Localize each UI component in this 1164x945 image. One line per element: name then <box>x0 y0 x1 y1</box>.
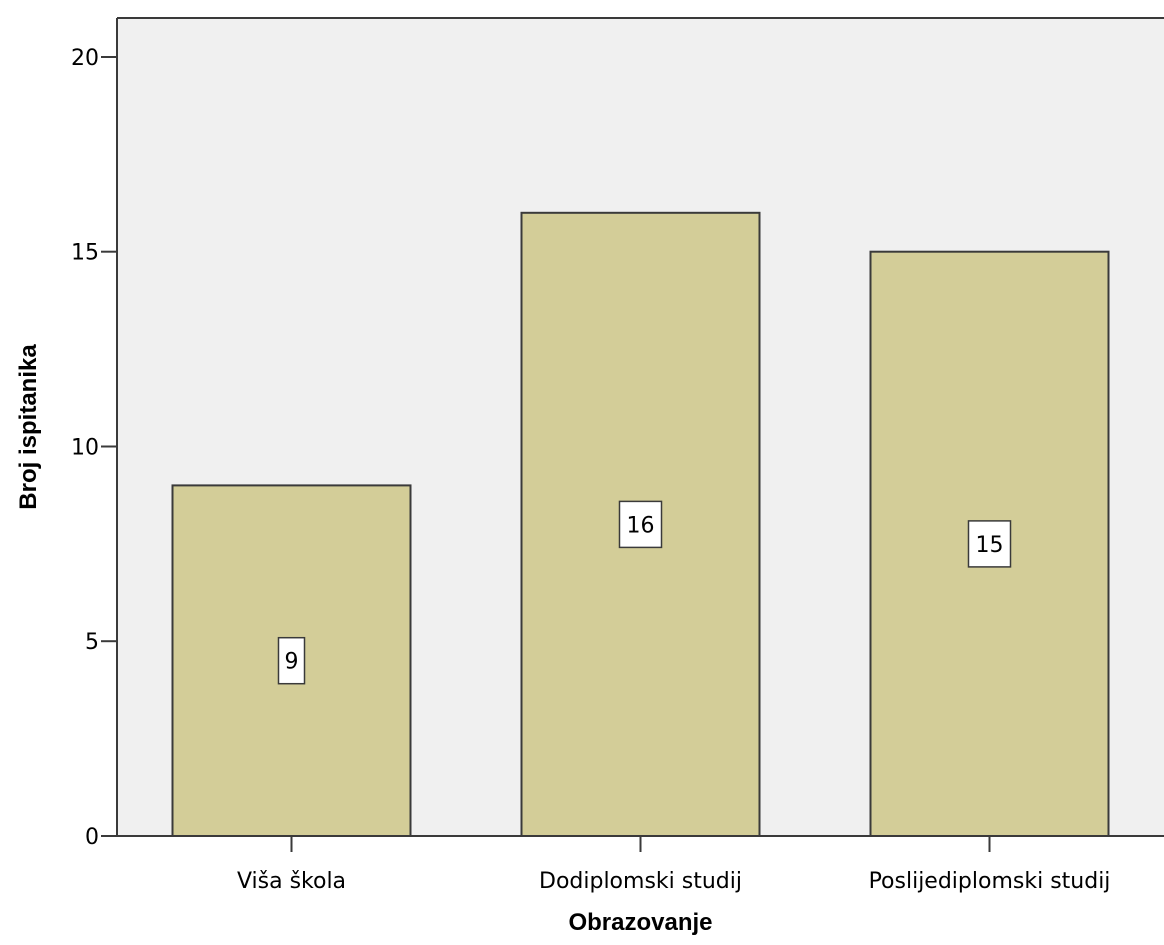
x-tick-label: Dodiplomski studij <box>539 869 742 894</box>
data-label-box <box>618 500 663 549</box>
data-label-text: 9 <box>285 650 299 675</box>
data-labels-group: 9 16 15 <box>277 500 1012 685</box>
y-tick-label: 20 <box>71 46 99 71</box>
data-label-box <box>277 636 306 685</box>
data-label-text: 15 <box>976 533 1004 558</box>
data-label-box <box>967 520 1012 568</box>
data-label: 9 <box>277 636 306 685</box>
y-tick-label: 15 <box>71 241 99 266</box>
axes-group: Viša škola Dodiplomski studij Poslijediplo… <box>71 17 1164 894</box>
y-axis-title: Broj ispitanika <box>15 344 42 510</box>
data-label: 16 <box>618 500 663 549</box>
data-label: 15 <box>967 520 1012 568</box>
x-tick-label: Poslijediplomski studij <box>869 869 1111 894</box>
y-tick-label: 10 <box>71 436 99 461</box>
x-tick-label: Viša škola <box>237 869 346 894</box>
y-tick-label: 5 <box>85 630 99 655</box>
x-axis-title: Obrazovanje <box>568 909 712 936</box>
data-label-text: 16 <box>627 513 655 538</box>
y-tick-label: 0 <box>85 825 99 850</box>
